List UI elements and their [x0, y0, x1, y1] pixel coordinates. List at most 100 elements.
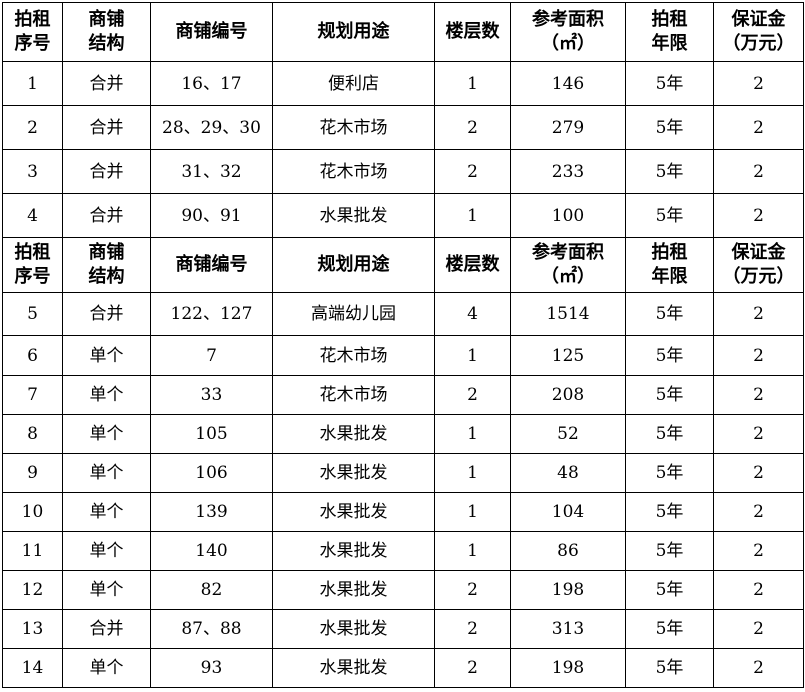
cell-floors: 2: [434, 375, 511, 415]
cell-planned-use: 水果批发: [272, 193, 435, 238]
header-lot-number: 拍租 序号: [2, 237, 63, 293]
header-lot-number: 拍租 序号: [2, 2, 63, 62]
cell-floors: 1: [434, 335, 511, 376]
cell-reference-area: 146: [510, 61, 626, 106]
cell-lot-number: 11: [2, 531, 63, 571]
cell-lease-term: 5年: [625, 105, 714, 150]
table-row: 11 单个 140 水果批发 1 86 5年 2: [2, 531, 804, 571]
cell-lease-term: 5年: [625, 193, 714, 238]
cell-deposit: 2: [713, 193, 804, 238]
header-reference-area: 参考面积 （㎡）: [510, 2, 626, 62]
cell-deposit: 2: [713, 531, 804, 571]
cell-lot-number: 14: [2, 648, 63, 688]
header-lease-term: 拍租 年限: [625, 2, 714, 62]
cell-lease-term: 5年: [625, 531, 714, 571]
cell-lot-number: 7: [2, 375, 63, 415]
cell-reference-area: 198: [510, 570, 626, 610]
cell-shop-ids: 87、88: [150, 609, 273, 649]
cell-shop-structure: 合并: [62, 609, 151, 649]
cell-lease-term: 5年: [625, 570, 714, 610]
header-row: 拍租 序号 商铺 结构 商铺编号 规划用途 楼层数 参考面积 （㎡） 拍租 年限 保证金 （万元）: [2, 237, 804, 293]
cell-lot-number: 12: [2, 570, 63, 610]
cell-lot-number: 6: [2, 335, 63, 376]
cell-planned-use: 水果批发: [272, 414, 435, 454]
cell-lease-term: 5年: [625, 292, 714, 336]
cell-floors: 1: [434, 492, 511, 532]
cell-lease-term: 5年: [625, 453, 714, 493]
cell-floors: 2: [434, 648, 511, 688]
cell-planned-use: 水果批发: [272, 609, 435, 649]
cell-shop-ids: 82: [150, 570, 273, 610]
cell-floors: 1: [434, 61, 511, 106]
header-shop-ids: 商铺编号: [150, 2, 273, 62]
header-planned-use: 规划用途: [272, 2, 435, 62]
cell-shop-structure: 合并: [62, 105, 151, 150]
cell-reference-area: 313: [510, 609, 626, 649]
cell-lease-term: 5年: [625, 375, 714, 415]
header-floors: 楼层数: [434, 2, 511, 62]
cell-shop-structure: 单个: [62, 648, 151, 688]
cell-lease-term: 5年: [625, 609, 714, 649]
cell-lease-term: 5年: [625, 335, 714, 376]
table-row: 6 单个 7 花木市场 1 125 5年 2: [2, 335, 804, 376]
cell-deposit: 2: [713, 105, 804, 150]
cell-deposit: 2: [713, 61, 804, 106]
cell-planned-use: 花木市场: [272, 105, 435, 150]
cell-floors: 2: [434, 609, 511, 649]
cell-planned-use: 水果批发: [272, 453, 435, 493]
cell-shop-ids: 7: [150, 335, 273, 376]
cell-shop-structure: 单个: [62, 375, 151, 415]
cell-reference-area: 125: [510, 335, 626, 376]
cell-deposit: 2: [713, 453, 804, 493]
header-planned-use: 规划用途: [272, 237, 435, 293]
cell-lot-number: 2: [2, 105, 63, 150]
cell-shop-ids: 105: [150, 414, 273, 454]
cell-lot-number: 9: [2, 453, 63, 493]
cell-floors: 2: [434, 105, 511, 150]
cell-planned-use: 水果批发: [272, 570, 435, 610]
cell-planned-use: 高端幼儿园: [272, 292, 435, 336]
cell-lot-number: 13: [2, 609, 63, 649]
cell-deposit: 2: [713, 492, 804, 532]
header-row: 拍租 序号 商铺 结构 商铺编号 规划用途 楼层数 参考面积 （㎡） 拍租 年限 保证金 （万元）: [2, 2, 804, 62]
header-reference-area: 参考面积 （㎡）: [510, 237, 626, 293]
cell-shop-structure: 单个: [62, 335, 151, 376]
table-row: 3 合并 31、32 花木市场 2 233 5年 2: [2, 149, 804, 194]
cell-shop-structure: 单个: [62, 453, 151, 493]
cell-shop-structure: 单个: [62, 570, 151, 610]
cell-shop-ids: 33: [150, 375, 273, 415]
cell-reference-area: 233: [510, 149, 626, 194]
table-row: 14 单个 93 水果批发 2 198 5年 2: [2, 648, 804, 688]
cell-planned-use: 花木市场: [272, 375, 435, 415]
cell-reference-area: 208: [510, 375, 626, 415]
cell-deposit: 2: [713, 292, 804, 336]
cell-lot-number: 4: [2, 193, 63, 238]
cell-planned-use: 花木市场: [272, 335, 435, 376]
cell-planned-use: 便利店: [272, 61, 435, 106]
table-row: 10 单个 139 水果批发 1 104 5年 2: [2, 492, 804, 532]
cell-shop-structure: 单个: [62, 492, 151, 532]
header-shop-structure: 商铺 结构: [62, 2, 151, 62]
cell-reference-area: 100: [510, 193, 626, 238]
cell-lot-number: 3: [2, 149, 63, 194]
cell-deposit: 2: [713, 570, 804, 610]
cell-deposit: 2: [713, 335, 804, 376]
cell-shop-ids: 28、29、30: [150, 105, 273, 150]
table-row: 7 单个 33 花木市场 2 208 5年 2: [2, 375, 804, 415]
cell-deposit: 2: [713, 648, 804, 688]
cell-planned-use: 水果批发: [272, 492, 435, 532]
table-row: 5 合并 122、127 高端幼儿园 4 1514 5年 2: [2, 292, 804, 336]
cell-planned-use: 花木市场: [272, 149, 435, 194]
header-floors: 楼层数: [434, 237, 511, 293]
cell-reference-area: 279: [510, 105, 626, 150]
cell-reference-area: 104: [510, 492, 626, 532]
cell-lease-term: 5年: [625, 492, 714, 532]
cell-lease-term: 5年: [625, 648, 714, 688]
cell-lot-number: 5: [2, 292, 63, 336]
cell-floors: 2: [434, 149, 511, 194]
cell-planned-use: 水果批发: [272, 531, 435, 571]
header-deposit: 保证金 （万元）: [713, 237, 804, 293]
cell-floors: 1: [434, 453, 511, 493]
cell-shop-structure: 合并: [62, 193, 151, 238]
table-row: 12 单个 82 水果批发 2 198 5年 2: [2, 570, 804, 610]
